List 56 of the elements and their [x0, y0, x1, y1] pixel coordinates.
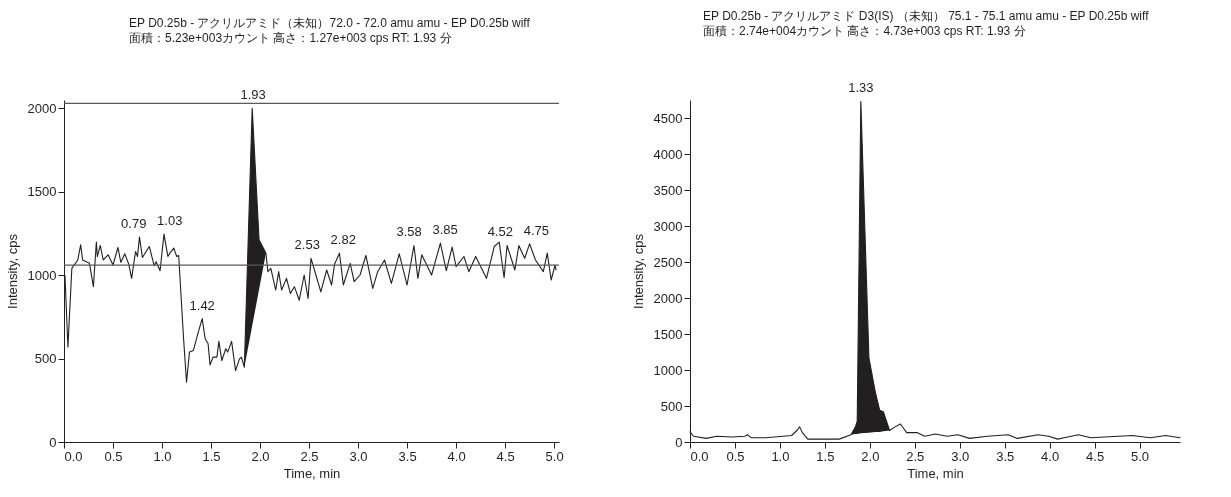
- x-tick-label: 1.5: [816, 448, 835, 464]
- chart-title: EP D0.25b - アクリルアミド D3(IS) （未知） 75.1 - 75.1 amu amu - EP D0.25b wiff: [703, 9, 1150, 24]
- x-axis-title: Time, min: [907, 465, 964, 481]
- x-tick-label: 1.5: [202, 448, 221, 464]
- x-tick-label: 0.5: [104, 448, 123, 464]
- annotation: 2.82: [330, 232, 356, 248]
- y-tick-label: 4500: [653, 110, 683, 126]
- annotation: 1.33: [848, 80, 874, 96]
- x-tick-label: 0.0: [64, 448, 83, 464]
- x-tick-label: 2.0: [251, 448, 270, 464]
- x-tick-label: 5.0: [1131, 448, 1150, 464]
- y-axis-title: Intensity, cps: [4, 233, 20, 309]
- x-tick-label: 0.0: [690, 448, 709, 464]
- y-tick-label: 1000: [653, 362, 683, 378]
- y-tick-label: 2500: [653, 254, 683, 270]
- annotation: 0.79: [121, 216, 147, 232]
- x-axis-title: Time, min: [283, 465, 341, 481]
- y-tick-label: 2000: [653, 290, 683, 306]
- annotation: 3.58: [396, 224, 422, 240]
- y-tick-label: 500: [34, 351, 57, 367]
- annotation: 3.85: [432, 222, 458, 238]
- y-tick-label: 0: [675, 434, 683, 450]
- y-tick-label: 2000: [27, 100, 57, 116]
- x-tick-label: 2.5: [300, 448, 319, 464]
- y-axis-title: Intensity, cps: [630, 233, 646, 309]
- x-tick-label: 3.0: [349, 448, 368, 464]
- x-tick-label: 3.0: [951, 448, 970, 464]
- x-tick-label: 0.5: [726, 448, 745, 464]
- x-tick-label: 2.5: [906, 448, 925, 464]
- annotation: 2.53: [294, 237, 320, 253]
- x-tick-label: 1.0: [153, 448, 172, 464]
- annotation: 4.52: [487, 224, 513, 240]
- chart-title: EP D0.25b - アクリルアミド（未知）72.0 - 72.0 amu amu - EP D0.25b wiff: [129, 16, 531, 31]
- x-tick-label: 3.5: [398, 448, 417, 464]
- x-tick-label: 4.5: [1086, 448, 1105, 464]
- y-tick-label: 1500: [653, 326, 683, 342]
- chart-subtitle: 面積：5.23e+003カウント 高さ：1.27e+003 cps RT: 1.93 分: [129, 31, 452, 46]
- annotation: 1.03: [157, 213, 183, 229]
- annotation: 1.42: [189, 297, 215, 313]
- y-tick-label: 1000: [27, 267, 57, 283]
- y-tick-label: 500: [660, 398, 683, 414]
- x-tick-label: 2.0: [861, 448, 880, 464]
- annotation: 4.75: [523, 222, 549, 238]
- x-tick-label: 4.0: [1041, 448, 1060, 464]
- x-tick-label: 4.5: [496, 448, 515, 464]
- y-tick-label: 4000: [653, 146, 683, 162]
- x-tick-label: 3.5: [996, 448, 1015, 464]
- y-tick-label: 3500: [653, 182, 683, 198]
- y-tick-label: 3000: [653, 218, 683, 234]
- x-tick-label: 4.0: [447, 448, 466, 464]
- y-tick-label: 0: [49, 434, 57, 450]
- x-tick-label: 1.0: [771, 448, 790, 464]
- y-tick-label: 1500: [27, 184, 57, 200]
- chart-subtitle: 面積：2.74e+004カウント 高さ：4.73e+003 cps RT: 1.93 分: [703, 24, 1026, 39]
- x-tick-label: 5.0: [545, 448, 564, 464]
- annotation: 1.93: [240, 87, 266, 103]
